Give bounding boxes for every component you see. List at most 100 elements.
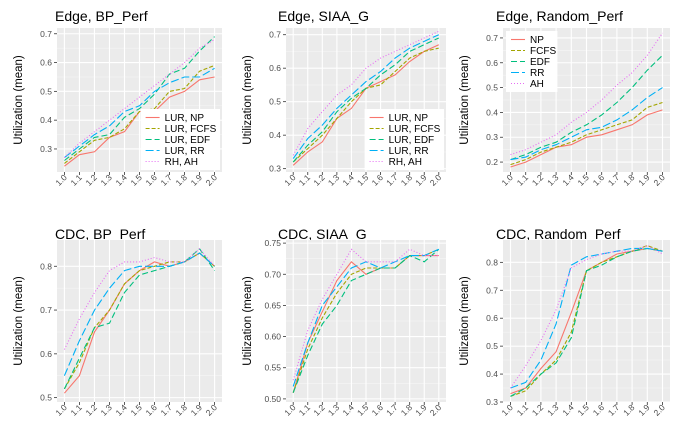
- y-tick-label: 0.8: [40, 261, 52, 271]
- x-tick-label: 1.8: [174, 172, 190, 188]
- x-tick-label: 1.8: [399, 402, 415, 418]
- panel-3: Edge, Random_Perf Utilization (mean) 0.2 0.…: [459, 8, 670, 188]
- series-line-rr: [510, 247, 663, 389]
- y-axis-label: Utilization (mean): [242, 55, 254, 145]
- legend-label: EDF: [530, 57, 550, 68]
- series-line-edf: [510, 247, 663, 397]
- x-tick-label: 1.5: [575, 172, 591, 188]
- legend-label: LUR, NP: [165, 113, 205, 124]
- series-line-rh-ah: [292, 248, 439, 381]
- y-tick-label: 0.5: [40, 86, 52, 96]
- x-tick-label: 1.0: [282, 172, 298, 188]
- x-tick-label: 1.0: [53, 172, 69, 188]
- series-line-fcfs: [510, 245, 663, 397]
- x-tick-label: 1.4: [340, 172, 356, 188]
- x-tick-label: 1.9: [189, 402, 205, 418]
- y-tick-label: 0.7: [486, 33, 498, 43]
- x-tick-label: 1.5: [128, 402, 144, 418]
- x-tick-label: 1.4: [560, 402, 576, 418]
- x-tick-label: 1.1: [515, 172, 531, 188]
- legend-label: LUR, RR: [389, 146, 429, 157]
- panel-title: CDC, SIAA_G: [278, 226, 367, 242]
- series-line-lur-edf: [63, 247, 216, 390]
- y-tick-label: 0.70: [264, 269, 281, 279]
- y-tick-label: 0.7: [40, 305, 52, 315]
- x-tick-label: 1.3: [326, 172, 342, 188]
- y-tick-label: 0.8: [486, 257, 498, 267]
- x-tick-label: 1.0: [282, 402, 298, 418]
- x-tick-label: 1.6: [143, 172, 159, 188]
- y-tick-label: 0.4: [486, 369, 498, 379]
- x-tick-label: 1.0: [499, 172, 515, 188]
- x-tick-label: 1.3: [98, 172, 114, 188]
- y-tick-label: 0.3: [40, 144, 52, 154]
- x-tick-label: 1.5: [355, 402, 371, 418]
- series-line-lur-edf: [64, 36, 215, 161]
- y-tick-label: 0.4: [269, 130, 281, 140]
- x-tick-label: 1.2: [311, 172, 327, 188]
- x-tick-label: 1.4: [113, 172, 129, 188]
- x-tick-label: 1.8: [174, 402, 190, 418]
- x-tick-label: 1.1: [297, 402, 313, 418]
- x-tick-label: 1.9: [636, 172, 652, 188]
- x-tick-label: 1.7: [606, 172, 622, 188]
- x-tick-label: 2.0: [428, 402, 444, 418]
- y-axis-label: Utilization (mean): [242, 276, 254, 366]
- x-tick-label: 1.3: [545, 172, 561, 188]
- y-tick-label: 0.6: [40, 58, 52, 68]
- y-axis-label: Utilization (mean): [13, 55, 25, 145]
- panel-title: Edge, BP_Perf: [55, 8, 148, 24]
- panel-title: CDC, BP_Perf: [55, 226, 145, 242]
- y-tick-label: 0.7: [486, 285, 498, 295]
- series-line-lur-edf: [292, 37, 440, 163]
- panel-4: CDC, BP_Perf Utilization (mean) 0.5 0.6 0.7 0…: [13, 226, 222, 418]
- legend-label: FCFS: [530, 46, 556, 57]
- x-tick-label: 1.2: [530, 402, 546, 418]
- y-axis-label: Utilization (mean): [459, 276, 471, 366]
- panel-1: Edge, BP_Perf Utilization (mean) 0.3 0.4 0.5…: [13, 8, 222, 188]
- x-tick-label: 1.9: [636, 402, 652, 418]
- x-tick-label: 1.7: [606, 402, 622, 418]
- x-tick-label: 2.0: [204, 172, 220, 188]
- x-tick-label: 1.2: [311, 402, 327, 418]
- x-tick-label: 1.8: [399, 172, 415, 188]
- x-tick-label: 1.7: [384, 402, 400, 418]
- legend-box: [364, 109, 444, 170]
- x-tick-label: 1.6: [370, 172, 386, 188]
- series-line-rh-ah: [292, 30, 440, 156]
- x-tick-label: 2.0: [428, 172, 444, 188]
- y-tick-label: 0.50: [264, 394, 281, 404]
- legend-label: RH, AH: [165, 157, 198, 168]
- x-tick-label: 2.0: [651, 402, 667, 418]
- x-tick-label: 1.6: [591, 172, 607, 188]
- y-tick-label: 0.3: [486, 132, 498, 142]
- y-tick-label: 0.6: [269, 63, 281, 73]
- x-tick-label: 2.0: [204, 402, 220, 418]
- series-line-ah: [510, 244, 663, 389]
- series-line-lur-rr: [63, 252, 215, 376]
- y-tick-label: 0.7: [269, 30, 281, 40]
- series-line-lur-fcfs: [64, 64, 215, 164]
- x-tick-label: 1.2: [530, 172, 546, 188]
- x-tick-label: 1.9: [413, 402, 429, 418]
- x-tick-label: 1.7: [159, 172, 175, 188]
- series-line-rr: [510, 87, 663, 161]
- legend-label: RR: [530, 68, 544, 79]
- y-tick-label: 0.6: [486, 313, 498, 323]
- x-tick-label: 1.6: [143, 402, 159, 418]
- x-tick-label: 1.3: [98, 402, 114, 418]
- y-axis-label: Utilization (mean): [459, 55, 471, 145]
- legend-box: [140, 109, 220, 170]
- series-line-edf: [510, 54, 663, 161]
- panel-title: Edge, SIAA_G: [278, 8, 369, 24]
- x-tick-label: 1.2: [83, 402, 99, 418]
- x-tick-label: 1.0: [53, 402, 69, 418]
- y-tick-label: 0.5: [40, 393, 52, 403]
- y-tick-label: 0.5: [269, 97, 281, 107]
- x-tick-label: 1.1: [68, 402, 84, 418]
- panel-title: CDC, Random_Perf: [496, 226, 621, 242]
